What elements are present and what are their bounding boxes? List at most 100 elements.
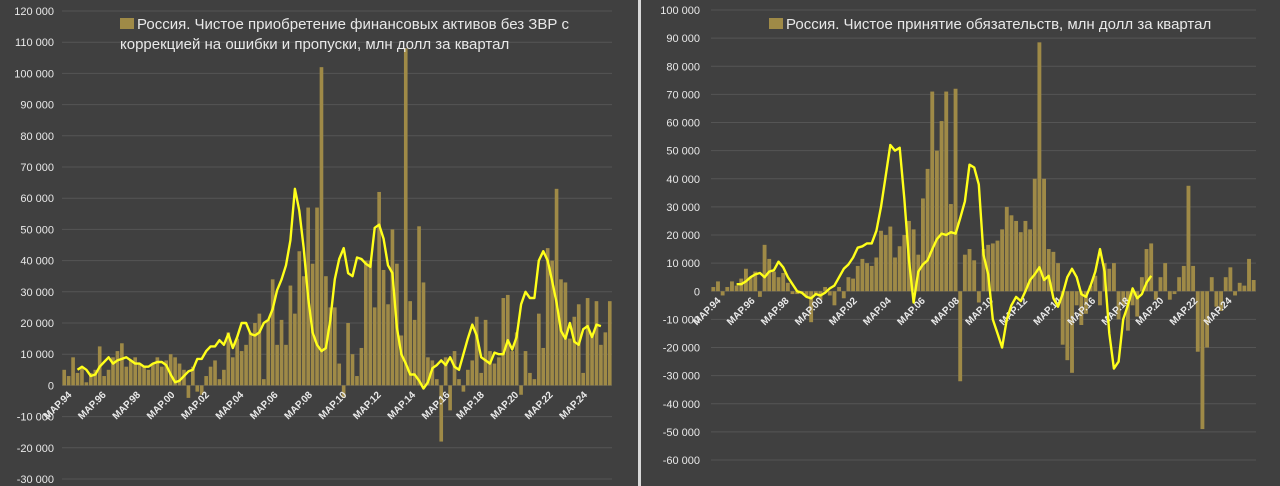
y-tick-label: 110 000 bbox=[15, 37, 54, 49]
y-tick-label: 100 000 bbox=[660, 5, 700, 17]
bar bbox=[93, 369, 98, 386]
bar bbox=[1135, 291, 1140, 317]
bar bbox=[222, 369, 226, 386]
bar bbox=[1242, 285, 1247, 292]
bar bbox=[155, 357, 160, 386]
y-tick-label: 90 000 bbox=[20, 100, 54, 112]
bar bbox=[390, 229, 395, 386]
bar bbox=[270, 279, 275, 386]
bar bbox=[1251, 280, 1256, 292]
bar bbox=[443, 357, 448, 386]
bar bbox=[497, 357, 501, 386]
bar bbox=[452, 351, 457, 386]
bar bbox=[1130, 291, 1135, 306]
y-tick-label: -30 000 bbox=[663, 371, 700, 383]
bar bbox=[1046, 249, 1051, 292]
bar bbox=[1042, 178, 1046, 292]
bar bbox=[177, 363, 182, 386]
x-tick-label: MAP.16 bbox=[420, 389, 453, 422]
bar bbox=[412, 319, 417, 386]
legend-label-right: Россия. Чистое принятие обязательств, мл… bbox=[786, 16, 1212, 33]
x-tick-label: MAP.08 bbox=[929, 295, 962, 328]
bar bbox=[510, 351, 515, 386]
bar bbox=[350, 354, 355, 386]
bar bbox=[1037, 42, 1042, 292]
bar bbox=[168, 354, 173, 386]
bar bbox=[62, 369, 67, 386]
bar bbox=[869, 265, 874, 292]
bar bbox=[902, 235, 907, 292]
bar bbox=[1200, 291, 1205, 430]
bar bbox=[1163, 263, 1168, 292]
bar bbox=[297, 251, 302, 386]
bar bbox=[860, 258, 865, 292]
bar bbox=[1247, 258, 1251, 292]
bar bbox=[128, 360, 133, 386]
bar bbox=[925, 168, 930, 292]
bar bbox=[372, 307, 377, 386]
bar bbox=[753, 271, 758, 292]
x-tick-label: MAP.04 bbox=[214, 389, 247, 422]
bar bbox=[785, 282, 790, 292]
bar bbox=[248, 332, 253, 386]
chart-right-svg: -60 000 -50 000 -40 000 -30 000 -20 000 -10 0… bbox=[660, 5, 1256, 467]
y-tick-label: -10 000 bbox=[663, 314, 700, 326]
bar bbox=[279, 319, 284, 386]
bar bbox=[930, 91, 935, 292]
bar bbox=[434, 379, 439, 386]
bar bbox=[1084, 291, 1088, 314]
bar bbox=[71, 357, 75, 386]
x-tick-label: MAP.22 bbox=[523, 389, 556, 422]
bar bbox=[519, 385, 523, 395]
bar bbox=[217, 379, 222, 386]
bar bbox=[399, 335, 404, 386]
bar bbox=[381, 269, 386, 386]
bar bbox=[734, 285, 739, 292]
y-tick-label: 80 000 bbox=[666, 61, 700, 73]
bar bbox=[545, 248, 550, 386]
bar bbox=[953, 88, 958, 292]
bar bbox=[1177, 277, 1182, 292]
bar bbox=[257, 313, 262, 386]
bar bbox=[426, 357, 430, 386]
bar bbox=[408, 301, 413, 386]
y-tick-label: 10 000 bbox=[666, 258, 700, 270]
bar bbox=[159, 366, 164, 386]
bar bbox=[1223, 277, 1228, 292]
bar bbox=[284, 344, 288, 386]
bar bbox=[514, 332, 519, 386]
bar bbox=[1181, 265, 1186, 292]
bar bbox=[355, 376, 359, 386]
y-tick-label: 20 000 bbox=[666, 230, 700, 242]
panel-divider bbox=[638, 0, 641, 486]
bar bbox=[879, 230, 883, 292]
bar bbox=[1158, 277, 1163, 292]
bar bbox=[541, 347, 546, 386]
bar bbox=[897, 246, 902, 292]
chart-left-svg: -30 000 -20 000 -10 000 0 10 000 20 000 30 000… bbox=[14, 6, 612, 486]
x-tick-label: MAP.98 bbox=[111, 389, 144, 422]
y-tick-label: 70 000 bbox=[20, 162, 54, 174]
bar bbox=[359, 347, 364, 386]
x-tick-label: MAP.04 bbox=[861, 295, 894, 328]
bar bbox=[725, 287, 730, 292]
bar bbox=[142, 366, 146, 386]
bar bbox=[528, 372, 532, 386]
bar bbox=[827, 291, 832, 296]
bar bbox=[1205, 291, 1210, 348]
bar bbox=[790, 291, 795, 295]
bar bbox=[457, 379, 461, 386]
legend-swatch-bar bbox=[769, 18, 783, 29]
x-tick-label: MAP.02 bbox=[179, 389, 212, 422]
y-tick-label: 30 000 bbox=[666, 202, 700, 214]
bar bbox=[417, 226, 421, 386]
bar bbox=[893, 257, 897, 292]
bar bbox=[1195, 291, 1200, 352]
bar bbox=[1000, 229, 1005, 292]
bar bbox=[532, 379, 537, 386]
bar bbox=[1167, 291, 1172, 300]
x-tick-label: MAP.12 bbox=[351, 389, 384, 422]
x-tick-label: MAP.10 bbox=[317, 389, 350, 422]
bar bbox=[1228, 267, 1233, 292]
bar bbox=[841, 291, 846, 299]
